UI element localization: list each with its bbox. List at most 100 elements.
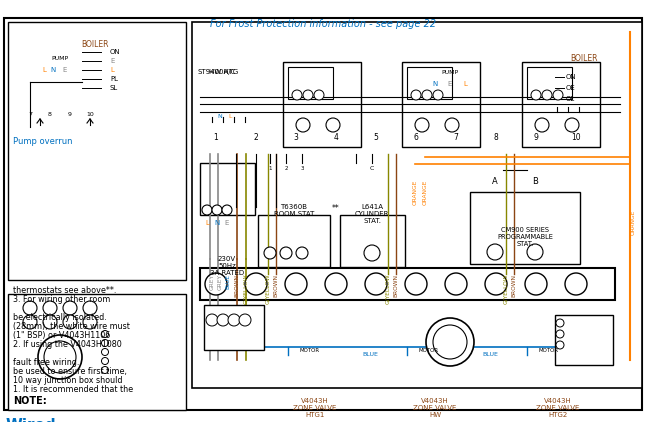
Ellipse shape <box>422 90 432 100</box>
Text: 8: 8 <box>494 133 498 143</box>
Ellipse shape <box>228 314 240 326</box>
Ellipse shape <box>292 90 302 100</box>
Text: L: L <box>463 81 467 87</box>
Ellipse shape <box>212 205 222 215</box>
Ellipse shape <box>102 340 109 346</box>
Text: T6360B
ROOM STAT: T6360B ROOM STAT <box>274 204 314 217</box>
Text: N: N <box>217 114 223 119</box>
Text: G/YELLOW: G/YELLOW <box>243 274 248 305</box>
Ellipse shape <box>556 319 564 327</box>
Text: HW HTG: HW HTG <box>210 69 239 75</box>
Text: B: B <box>532 178 538 187</box>
Text: 5: 5 <box>373 133 378 143</box>
Text: 3. For wiring other room: 3. For wiring other room <box>13 295 111 304</box>
Ellipse shape <box>525 273 547 295</box>
Ellipse shape <box>535 118 549 132</box>
Ellipse shape <box>556 330 564 338</box>
Text: 4: 4 <box>334 133 338 143</box>
Bar <box>258 215 330 267</box>
Ellipse shape <box>83 315 97 329</box>
Bar <box>192 22 642 388</box>
Text: BOILER: BOILER <box>82 40 109 49</box>
Text: L: L <box>42 67 46 73</box>
Text: E: E <box>62 67 67 73</box>
Ellipse shape <box>527 244 543 260</box>
Ellipse shape <box>531 90 541 100</box>
Text: ORANGE: ORANGE <box>422 179 428 205</box>
Ellipse shape <box>326 118 340 132</box>
Ellipse shape <box>264 247 276 259</box>
Bar <box>402 62 480 147</box>
Text: MOTOR: MOTOR <box>539 348 559 353</box>
Text: 7: 7 <box>454 133 459 143</box>
Text: **: ** <box>332 204 340 213</box>
Text: BLUE: BLUE <box>362 352 378 357</box>
Text: be used to ensure first time,: be used to ensure first time, <box>13 367 127 376</box>
Text: BROWN: BROWN <box>234 274 239 297</box>
Ellipse shape <box>365 273 387 295</box>
Bar <box>204 305 264 350</box>
Text: G/YELLOW: G/YELLOW <box>503 274 509 305</box>
Text: GREY: GREY <box>210 274 215 290</box>
Ellipse shape <box>83 301 97 315</box>
Text: SL: SL <box>110 85 118 91</box>
Text: ON: ON <box>110 49 120 55</box>
Ellipse shape <box>445 118 459 132</box>
Text: L: L <box>110 67 114 73</box>
Text: Pump overrun: Pump overrun <box>13 137 72 146</box>
Text: E: E <box>448 81 452 87</box>
Ellipse shape <box>217 314 229 326</box>
Text: be electrically isolated.: be electrically isolated. <box>13 313 107 322</box>
Ellipse shape <box>314 90 324 100</box>
Ellipse shape <box>433 325 467 359</box>
Ellipse shape <box>445 273 467 295</box>
Ellipse shape <box>206 314 218 326</box>
Text: G/YELLOW: G/YELLOW <box>386 274 391 305</box>
Text: For Frost Protection information - see page 22: For Frost Protection information - see p… <box>210 19 436 29</box>
Text: V4043H
ZONE VALVE
HW: V4043H ZONE VALVE HW <box>413 398 457 418</box>
Ellipse shape <box>23 301 37 315</box>
Text: A: A <box>492 178 498 187</box>
Ellipse shape <box>487 244 503 260</box>
Text: 9: 9 <box>534 133 538 143</box>
Ellipse shape <box>43 301 57 315</box>
Text: OE: OE <box>566 85 576 91</box>
Text: BROWN: BROWN <box>274 274 278 297</box>
Text: BROWN: BROWN <box>393 274 399 297</box>
Bar <box>200 163 255 215</box>
Text: 8: 8 <box>48 111 52 116</box>
Text: V4043H
ZONE VALVE
HTG1: V4043H ZONE VALVE HTG1 <box>293 398 336 418</box>
Text: NOTE:: NOTE: <box>13 396 47 406</box>
Text: C: C <box>370 167 374 171</box>
Text: 1: 1 <box>269 167 272 171</box>
Ellipse shape <box>102 349 109 355</box>
Text: ST9400A/C: ST9400A/C <box>197 69 236 75</box>
Text: L: L <box>228 114 232 119</box>
Ellipse shape <box>245 273 267 295</box>
Ellipse shape <box>411 90 421 100</box>
Bar <box>8 294 186 410</box>
Text: 1: 1 <box>214 133 219 143</box>
Text: ON: ON <box>566 74 576 80</box>
Text: 10: 10 <box>86 111 94 116</box>
Text: 10: 10 <box>571 133 581 143</box>
Text: N: N <box>50 67 55 73</box>
Text: 9: 9 <box>68 111 72 116</box>
Text: 3: 3 <box>300 167 303 171</box>
Text: N: N <box>214 220 219 226</box>
Ellipse shape <box>44 341 76 373</box>
Bar <box>470 192 580 264</box>
Ellipse shape <box>556 341 564 349</box>
Text: fault free wiring.: fault free wiring. <box>13 358 80 367</box>
Bar <box>200 268 615 300</box>
Text: 1. It is recommended that the: 1. It is recommended that the <box>13 385 133 394</box>
Ellipse shape <box>285 273 307 295</box>
Text: G/YELLOW: G/YELLOW <box>265 274 270 305</box>
Bar <box>283 62 361 147</box>
Text: MOTOR: MOTOR <box>300 348 320 353</box>
Bar <box>340 215 405 267</box>
Text: OL: OL <box>566 96 575 102</box>
Text: (1" BSP) or V4043H1106: (1" BSP) or V4043H1106 <box>13 331 110 340</box>
Ellipse shape <box>565 273 587 295</box>
Bar <box>527 67 572 99</box>
